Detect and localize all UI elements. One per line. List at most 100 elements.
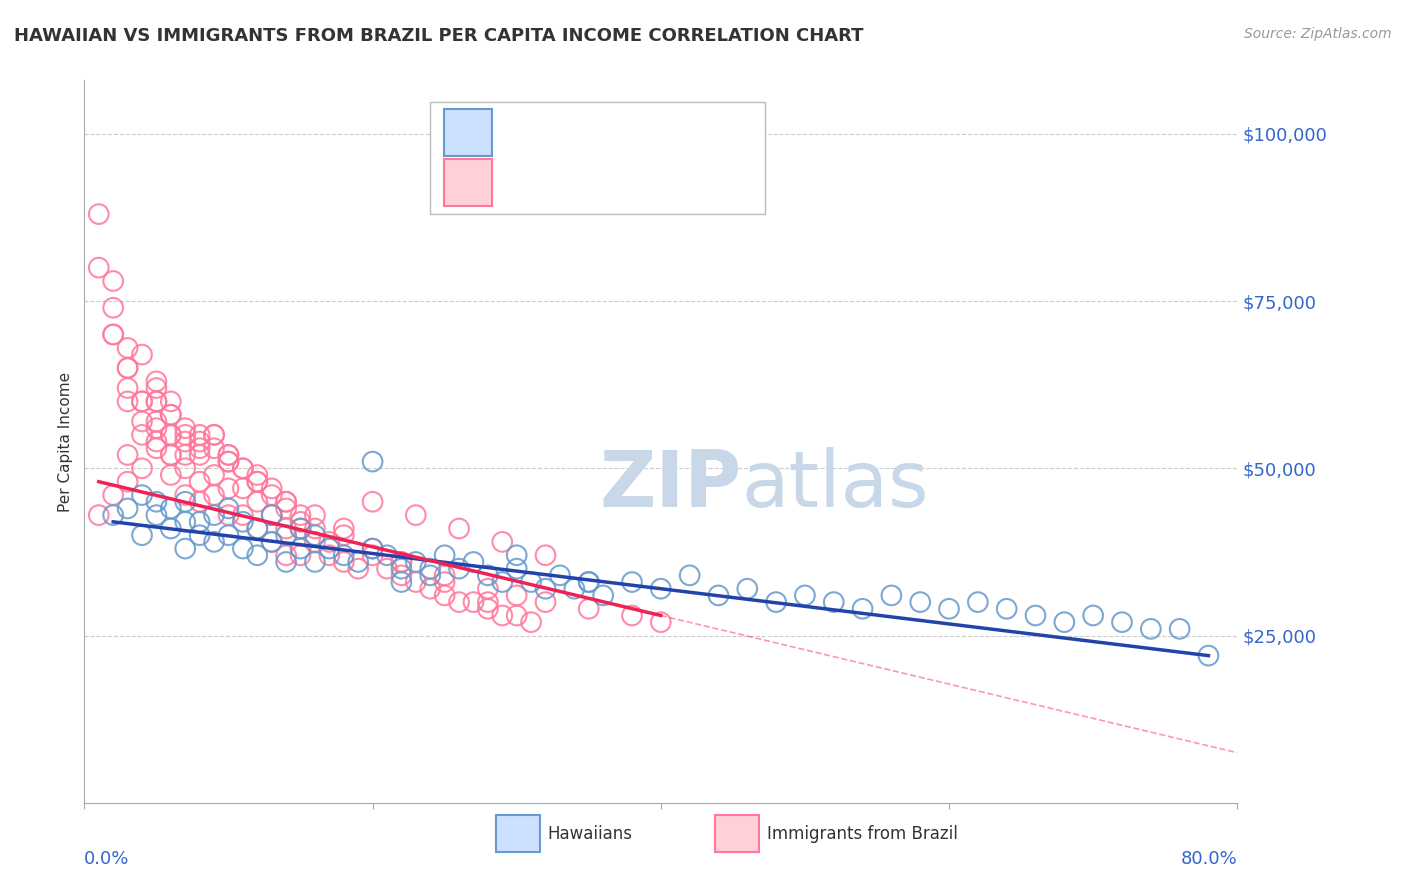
Point [765,595,787,609]
Point [333,521,356,535]
Point [131,427,153,442]
Point [449,521,471,535]
Point [145,394,167,409]
Text: ZIP: ZIP [599,447,741,523]
Point [564,582,586,596]
FancyBboxPatch shape [444,159,492,205]
Point [375,562,398,576]
Point [103,274,124,288]
Point [160,467,183,482]
Point [131,414,153,428]
Point [232,541,254,556]
Point [218,508,240,523]
Point [276,555,298,569]
Point [304,555,326,569]
Point [131,488,153,502]
Point [290,508,312,523]
Point [145,394,167,409]
Point [160,427,183,442]
Point [160,427,183,442]
Point [145,434,167,449]
Point [361,541,384,556]
Point [304,521,326,535]
Point [202,508,225,523]
Point [246,467,269,482]
Point [318,534,340,549]
Point [794,589,817,603]
Point [218,448,240,462]
Point [218,528,240,542]
Point [967,595,990,609]
Point [202,427,225,442]
Point [578,602,600,616]
Point [246,475,269,489]
Point [477,602,499,616]
Point [117,448,139,462]
Point [188,528,211,542]
Point [880,589,903,603]
Point [160,448,183,462]
Point [202,467,225,482]
Point [260,534,283,549]
Point [534,548,557,563]
Point [548,568,571,582]
Point [621,608,644,623]
Point [218,482,240,496]
Text: 0.0%: 0.0% [84,850,129,868]
FancyBboxPatch shape [444,110,492,156]
Point [391,562,413,576]
Point [491,608,513,623]
FancyBboxPatch shape [496,815,540,852]
Point [449,595,471,609]
Point [276,548,298,563]
Point [910,595,932,609]
Point [938,602,960,616]
Point [650,615,672,630]
Point [419,562,441,576]
Point [202,488,225,502]
Point [361,494,384,508]
Point [174,494,197,508]
Point [188,434,211,449]
Point [463,595,485,609]
Point [290,541,312,556]
Point [117,394,139,409]
Point [174,434,197,449]
Point [276,494,298,508]
Point [1053,615,1076,630]
Point [218,454,240,469]
Point [347,562,370,576]
Point [391,575,413,590]
Point [304,528,326,542]
Point [117,361,139,376]
Point [232,461,254,475]
FancyBboxPatch shape [716,815,759,852]
Text: Immigrants from Brazil: Immigrants from Brazil [766,824,957,843]
Point [433,548,456,563]
Point [260,534,283,549]
Point [592,589,614,603]
Point [276,521,298,535]
Point [87,260,110,275]
Point [491,534,513,549]
Point [145,414,167,428]
Point [174,448,197,462]
Point [520,615,543,630]
Point [131,528,153,542]
Point [232,515,254,529]
Point [304,508,326,523]
Point [188,427,211,442]
Point [160,408,183,422]
Point [174,421,197,435]
Point [174,541,197,556]
Point [131,394,153,409]
Text: Hawaiians: Hawaiians [548,824,633,843]
Point [117,341,139,355]
Point [491,575,513,590]
Point [160,521,183,535]
Point [276,528,298,542]
Point [477,568,499,582]
Point [145,441,167,455]
Point [87,207,110,221]
Text: Source: ZipAtlas.com: Source: ZipAtlas.com [1244,27,1392,41]
